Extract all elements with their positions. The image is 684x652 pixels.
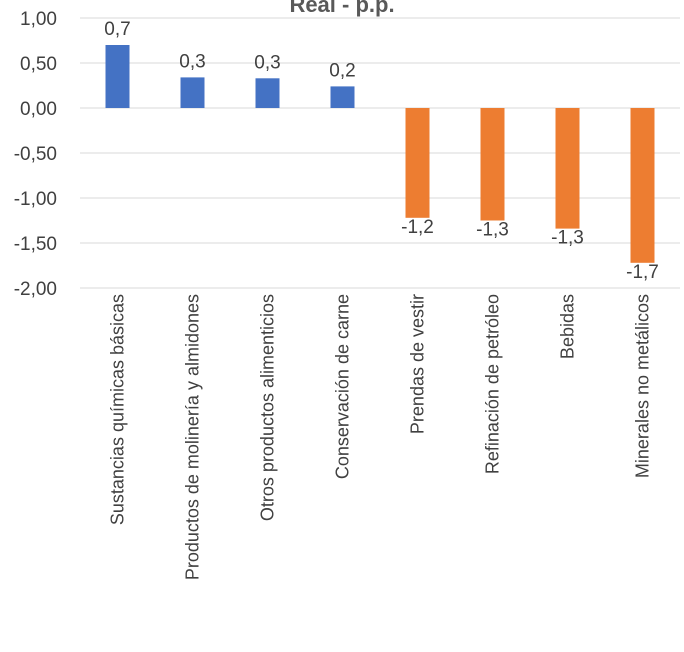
data-label: 0,2 — [329, 60, 355, 81]
y-tick-label: 0,50 — [20, 54, 57, 75]
data-label: 0,3 — [254, 52, 280, 73]
gridlines — [80, 17, 680, 289]
data-label: -1,7 — [626, 262, 659, 283]
y-axis-tick-labels: 1,00 0,50 0,00 -0,50 -1,00 -1,50 -2,00 — [14, 9, 57, 300]
bar — [405, 108, 430, 218]
bar — [480, 108, 505, 221]
data-labels: 0,7 0,3 0,3 0,2 -1,2 -1,3 -1,3 -1,7 — [104, 19, 659, 283]
category-labels: Sustancias químicas básicas Productos de … — [108, 294, 653, 580]
category-label: Conservación de carne — [333, 294, 353, 479]
y-tick-label: -1,50 — [14, 234, 57, 255]
data-label: 0,7 — [104, 19, 130, 40]
y-tick-label: 1,00 — [20, 9, 57, 30]
category-label: Minerales no metálicos — [633, 294, 653, 478]
data-label: -1,3 — [476, 220, 509, 241]
bar — [555, 108, 580, 229]
category-label: Sustancias químicas básicas — [108, 294, 128, 525]
bar — [330, 86, 355, 108]
data-label: -1,3 — [551, 228, 584, 249]
bars — [105, 45, 655, 263]
category-label: Bebidas — [558, 294, 578, 359]
y-tick-label: -0,50 — [14, 144, 57, 165]
y-tick-label: -2,00 — [14, 279, 57, 300]
data-label: 0,3 — [179, 51, 205, 72]
bar — [255, 78, 280, 108]
bar — [180, 77, 205, 108]
data-label: -1,2 — [401, 217, 434, 238]
category-label: Productos de molinería y almidones — [183, 294, 203, 580]
category-label: Prendas de vestir — [408, 294, 428, 434]
y-tick-label: 0,00 — [20, 99, 57, 120]
chart-title: Real - p.p. — [289, 0, 394, 17]
bar — [630, 108, 655, 263]
category-label: Otros productos alimenticios — [258, 294, 278, 521]
category-label: Refinación de petróleo — [483, 294, 503, 474]
y-tick-label: -1,00 — [14, 189, 57, 210]
bar — [105, 45, 130, 108]
